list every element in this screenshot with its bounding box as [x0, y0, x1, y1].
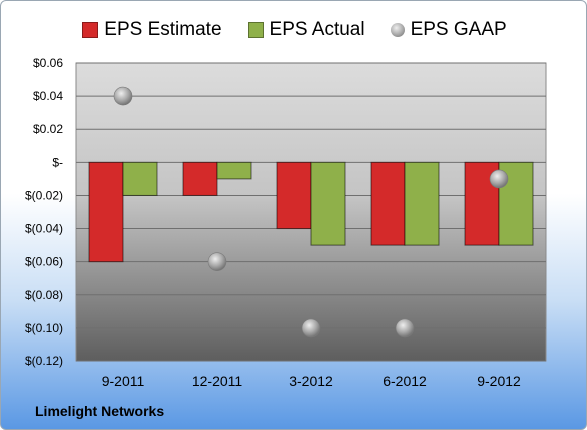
- bar-estimate: [276, 161, 312, 230]
- y-axis-ticks: $0.06 $0.04 $0.02 $- $(0.02) $(0.04) $(0.06) $(…: [25, 56, 63, 368]
- bar-actual: [404, 161, 440, 246]
- y-tick-label: $-: [52, 155, 63, 169]
- bar-actual: [216, 161, 252, 180]
- y-tick-label: $(0.02): [25, 188, 63, 202]
- gaap-points: [113, 86, 509, 338]
- y-tick-label: $0.02: [33, 122, 63, 136]
- company-name: Limelight Networks: [35, 403, 165, 419]
- y-tick-label: $(0.06): [25, 255, 63, 269]
- legend-item-estimate: EPS Estimate: [82, 19, 222, 41]
- x-tick-label: 6-2012: [383, 373, 427, 389]
- y-tick-label: $0.04: [33, 89, 63, 103]
- gaap-point: [301, 318, 321, 338]
- legend: EPS Estimate EPS Actual EPS GAAP: [1, 15, 586, 45]
- legend-label-estimate: EPS Estimate: [104, 19, 222, 40]
- gaap-point: [207, 252, 227, 271]
- y-tick-label: $(0.12): [25, 354, 63, 368]
- bar-estimate: [182, 161, 218, 196]
- legend-label-actual: EPS Actual: [269, 19, 365, 40]
- bar-estimate: [370, 161, 406, 246]
- x-tick-label: 3-2012: [289, 373, 333, 389]
- legend-swatch-gaap: [390, 23, 405, 37]
- bar-actual: [310, 161, 346, 246]
- legend-swatch-estimate: [82, 22, 99, 38]
- bar-actual: [122, 161, 158, 196]
- y-tick-label: $(0.08): [25, 288, 63, 302]
- y-tick-label: $(0.04): [25, 222, 63, 236]
- legend-label-gaap: EPS GAAP: [410, 19, 507, 40]
- bar-estimate: [88, 161, 124, 263]
- legend-item-actual: EPS Actual: [247, 19, 365, 41]
- gaap-point: [489, 169, 509, 189]
- y-tick-label: $0.06: [33, 56, 63, 70]
- x-tick-label: 9-2011: [102, 373, 145, 389]
- gaap-point: [113, 86, 133, 106]
- legend-swatch-actual: [247, 22, 264, 38]
- legend-item-gaap: EPS GAAP: [390, 19, 507, 41]
- x-tick-label: 12-2011: [192, 373, 243, 389]
- y-tick-label: $(0.10): [25, 321, 63, 335]
- x-axis-ticks: 9-2011 12-2011 3-2012 6-2012 9-2012: [102, 373, 521, 389]
- gaap-point: [395, 318, 415, 338]
- x-tick-label: 9-2012: [477, 373, 521, 389]
